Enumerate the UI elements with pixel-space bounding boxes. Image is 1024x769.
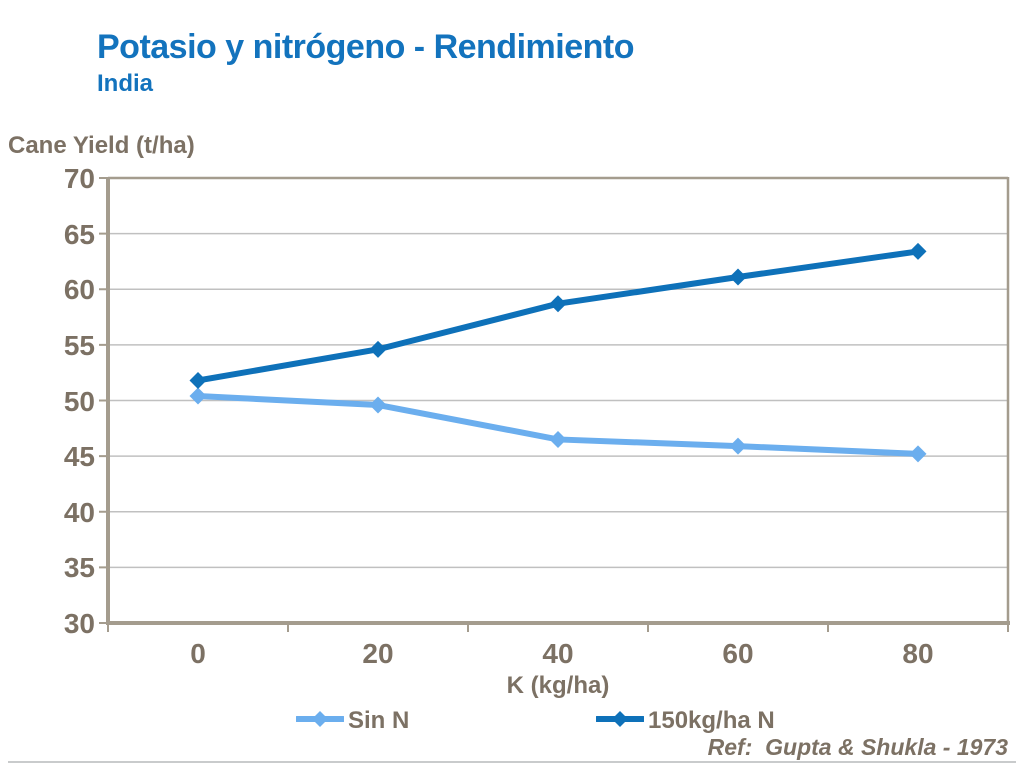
y-tick-label: 35 xyxy=(63,552,95,584)
y-tick-label: 30 xyxy=(63,608,95,639)
data-point-marker xyxy=(729,268,747,286)
y-tick-label: 65 xyxy=(63,218,95,250)
data-point-marker xyxy=(369,396,387,414)
x-tick-label: 20 xyxy=(362,638,394,669)
x-tick-label: 60 xyxy=(722,638,754,669)
y-tick-label: 50 xyxy=(63,385,95,417)
page-title: Potasio y nitrógeno - Rendimiento xyxy=(97,28,634,66)
x-tick-label: 0 xyxy=(190,638,206,669)
data-point-marker xyxy=(549,430,567,448)
data-point-marker xyxy=(909,242,927,260)
legend-marker-150kgha-n-icon xyxy=(594,707,646,736)
data-point-marker xyxy=(189,387,207,405)
data-point-marker xyxy=(369,340,387,358)
x-tick-label: 80 xyxy=(902,638,934,669)
y-tick-label: 55 xyxy=(63,329,95,361)
y-tick-label: 40 xyxy=(63,496,95,528)
legend-label-sin-n: Sin N xyxy=(348,707,410,734)
data-point-marker xyxy=(549,295,567,313)
y-axis-title: Cane Yield (t/ha) xyxy=(8,132,195,159)
legend-item-150kgha-n: 150kg/ha N xyxy=(594,706,775,736)
reference-note: Ref: Gupta & Shukla - 1973 xyxy=(707,734,1008,760)
legend-marker-sin-n-icon xyxy=(294,707,346,736)
chart-legend: Sin N 150kg/ha N xyxy=(0,706,1024,736)
x-axis-title: K (kg/ha) xyxy=(506,672,610,699)
y-tick-label: 45 xyxy=(63,441,95,473)
y-tick-label: 60 xyxy=(63,274,95,306)
legend-label-150kgha-n: 150kg/ha N xyxy=(648,707,775,734)
series-line-150kg-ha-n xyxy=(195,248,921,384)
data-point-marker xyxy=(189,371,207,389)
data-point-marker xyxy=(909,445,927,463)
footer-divider xyxy=(8,761,1016,763)
x-tick-label: 40 xyxy=(542,638,574,669)
data-point-marker xyxy=(729,437,747,455)
y-tick-label: 70 xyxy=(63,163,95,194)
page-subtitle: India xyxy=(97,70,154,97)
legend-item-sin-n: Sin N xyxy=(294,706,410,736)
